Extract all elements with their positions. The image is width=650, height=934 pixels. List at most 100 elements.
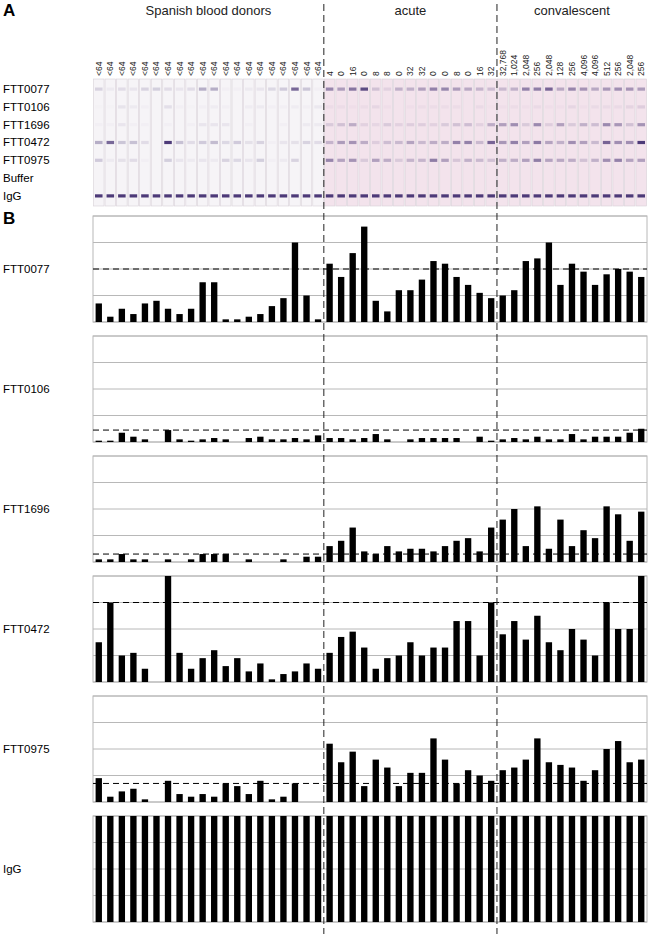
bar [638, 760, 644, 802]
strip-band [234, 88, 242, 91]
strip-band [395, 159, 403, 162]
bar [257, 781, 263, 802]
bar [419, 280, 425, 322]
bar [142, 303, 148, 322]
bar [603, 749, 609, 802]
bar [419, 816, 425, 922]
bars [93, 506, 647, 562]
strip [463, 79, 474, 206]
bar [142, 559, 148, 562]
plot-frame [93, 456, 647, 562]
bar-chart: FTT0077 [3, 216, 647, 322]
strip-band [464, 123, 472, 126]
strip-band [95, 123, 103, 126]
strip-band [384, 88, 392, 91]
titer-label: 0 [440, 71, 450, 76]
strip-band [187, 88, 195, 91]
strip-band [210, 141, 218, 144]
bar [419, 549, 425, 562]
bar [257, 816, 263, 922]
grid-line [93, 216, 647, 217]
strip [359, 79, 370, 206]
bar [523, 760, 529, 802]
bar [603, 603, 609, 683]
strip [128, 79, 139, 206]
bar [153, 442, 159, 443]
bar [580, 640, 586, 682]
strip-band [499, 105, 507, 108]
strip-band [487, 141, 495, 144]
bar [188, 816, 194, 922]
bar [303, 557, 309, 562]
strip-band [522, 159, 530, 162]
bar [476, 656, 482, 683]
strip-band [395, 123, 403, 126]
bar [130, 789, 136, 802]
chart-title: FTT1696 [3, 503, 50, 515]
strip-band [430, 123, 438, 126]
titer-label: 256 [636, 62, 646, 76]
bar [546, 243, 552, 323]
strip-band [107, 159, 115, 162]
strip [313, 79, 324, 206]
bar [476, 551, 482, 562]
strip-row-label: FTT0472 [3, 136, 50, 148]
strip [474, 79, 485, 206]
bar [384, 768, 390, 802]
bar [546, 642, 552, 682]
strip-band [384, 194, 392, 197]
titer-label: <64 [313, 61, 323, 76]
strip-band [95, 88, 103, 91]
bar [119, 309, 125, 322]
bar [384, 439, 390, 442]
strip [451, 79, 462, 206]
bar [107, 317, 113, 322]
strip [405, 79, 416, 206]
bar [465, 442, 471, 443]
strip [394, 79, 405, 206]
strip-band [337, 88, 345, 91]
strip-band [107, 105, 115, 108]
cutoff-line [93, 430, 647, 431]
strip-band [441, 159, 449, 162]
strip-band [511, 123, 519, 126]
strip-band [141, 159, 149, 162]
bar [465, 621, 471, 682]
strip-band [626, 194, 634, 197]
strip-band [337, 194, 345, 197]
grid-line [93, 602, 647, 603]
bar [557, 285, 563, 322]
bar [580, 272, 586, 322]
bar [350, 632, 356, 682]
strip-band [245, 141, 253, 144]
bar [211, 797, 217, 802]
bar [361, 816, 367, 922]
strip-band [441, 88, 449, 91]
strip-band [234, 194, 242, 197]
bar [557, 439, 563, 442]
strip-band [614, 194, 622, 197]
strip [486, 79, 497, 206]
strip-band [268, 141, 276, 144]
bar [465, 770, 471, 802]
bar [130, 816, 136, 922]
titer-label: 2,048 [521, 54, 531, 76]
strip-band [314, 88, 322, 91]
titer-label: <64 [232, 61, 242, 76]
strip [509, 79, 520, 206]
strip-band [407, 88, 415, 91]
strip-band [603, 123, 611, 126]
strip-band [372, 141, 380, 144]
strip [117, 79, 128, 206]
strip-band [384, 141, 392, 144]
strip-band [210, 105, 218, 108]
strip-band [303, 141, 311, 144]
strip-band [534, 194, 542, 197]
strip-band [476, 88, 484, 91]
bar [142, 669, 148, 682]
bar-chart: FTT0106 [3, 336, 647, 442]
strip [347, 79, 358, 206]
bar [246, 816, 252, 922]
bar [292, 243, 298, 323]
grid-line [93, 362, 647, 363]
